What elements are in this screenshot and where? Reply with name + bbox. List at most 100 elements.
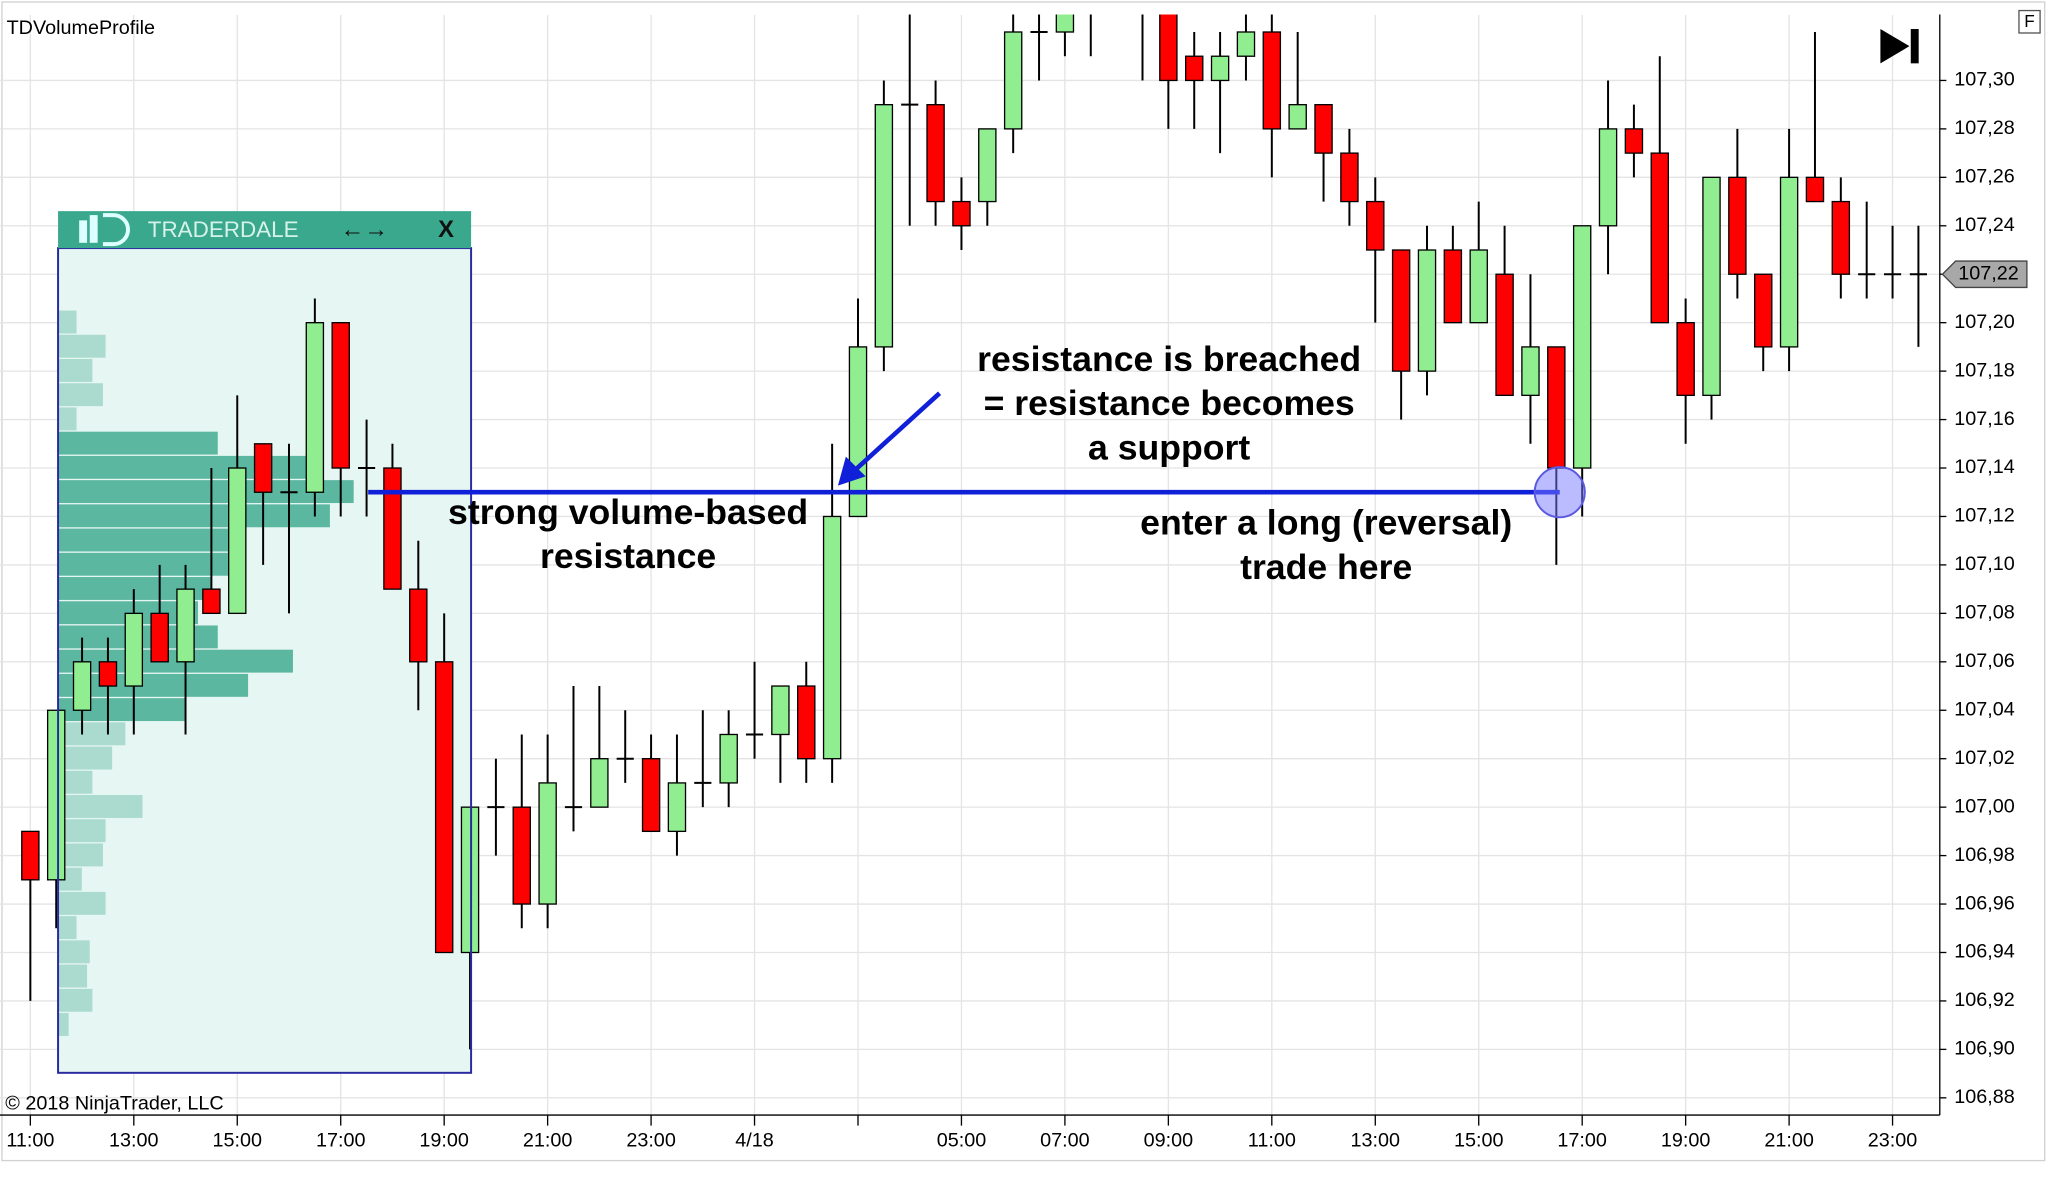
candle-body [1547, 346, 1566, 469]
candle-body [926, 104, 945, 203]
candle-body [383, 467, 402, 590]
y-tick-label: 106,98 [1954, 844, 2015, 866]
candle-body [978, 128, 997, 203]
arrow-head [837, 456, 866, 486]
y-tick-label: 107,08 [1954, 602, 2015, 624]
annotation: trade here [1240, 547, 1412, 587]
candle-body [21, 830, 40, 881]
candle-body [1288, 104, 1307, 130]
profile-bar [58, 649, 293, 673]
profile-bar [58, 819, 106, 843]
x-tick-label: 11:00 [6, 1130, 54, 1152]
candle-body [1443, 249, 1463, 324]
x-tick-label: 15:00 [213, 1130, 263, 1152]
y-tick-label: 107,26 [1954, 166, 2015, 188]
profile-bar [58, 480, 354, 504]
candle-body [150, 612, 169, 663]
candle-body [1184, 55, 1204, 82]
x-tick-label: 23:00 [1868, 1130, 1918, 1152]
corner-box[interactable] [2018, 9, 2041, 34]
panel-title: TRADERDALE [148, 217, 299, 242]
candle-body [72, 661, 92, 711]
profile-bar [58, 455, 324, 479]
candle-body [1469, 249, 1488, 324]
candle-body [512, 806, 532, 905]
candle-body [1495, 273, 1514, 397]
profile-bar [58, 407, 77, 431]
candle-body [1676, 322, 1695, 397]
y-tick-label: 106,90 [1954, 1038, 2015, 1060]
y-tick-label: 107,00 [1954, 795, 2015, 817]
logo [79, 213, 130, 247]
candle-body [1391, 249, 1411, 372]
jump-to-end[interactable] [1880, 29, 1919, 64]
y-tick-label: 107,04 [1954, 698, 2015, 720]
x-tick-label: 17:00 [1557, 1130, 1607, 1152]
entry-circle [1533, 466, 1586, 519]
panel-arrows[interactable]: ←→ [340, 216, 388, 243]
profile-bar [58, 964, 88, 988]
candle-body [331, 322, 350, 469]
candle-body [1805, 176, 1825, 203]
candle-body [719, 733, 738, 784]
x-tick-label: 07:00 [1040, 1130, 1090, 1152]
profile-bar [58, 722, 126, 746]
y-tick-label: 107,18 [1954, 359, 2015, 381]
last-price-label: 107,22 [1958, 262, 2019, 284]
candle-body [1003, 31, 1023, 130]
candle-body [1572, 225, 1592, 469]
x-tick-label: 19:00 [419, 1130, 469, 1152]
annotation: strong volume-based [448, 492, 808, 532]
candles [21, 14, 1927, 1050]
candle-body [1236, 31, 1256, 57]
candle-body [1598, 128, 1618, 227]
candle-body [1340, 152, 1359, 203]
x-tick-label: 23:00 [626, 1130, 676, 1152]
y-tick-label: 106,96 [1954, 892, 2015, 914]
x-tick-label: 11:00 [1248, 1130, 1296, 1152]
profile-bar [58, 310, 77, 334]
y-tick-label: 106,92 [1954, 989, 2015, 1011]
candle-body [460, 806, 480, 954]
candle-body [98, 661, 118, 687]
candle-body [1779, 176, 1799, 348]
corner-label[interactable]: F [2024, 11, 2034, 31]
candle-body [434, 661, 454, 954]
x-tick-label: 17:00 [316, 1130, 366, 1152]
candle-body [409, 588, 428, 663]
y-tick-label: 107,30 [1954, 69, 2015, 91]
profile-bar [58, 843, 103, 867]
candle-body [1650, 152, 1670, 324]
profile-bar [58, 504, 330, 528]
y-tick-label: 107,14 [1954, 456, 2015, 478]
arrow-line [850, 391, 942, 475]
x-tick-label: 05:00 [937, 1130, 987, 1152]
y-tick-label: 107,06 [1954, 650, 2015, 672]
y-tick-label: 106,94 [1954, 941, 2015, 963]
y-tick-label: 107,24 [1954, 214, 2015, 236]
x-tick-label: 21:00 [1764, 1130, 1814, 1152]
candle-body [253, 443, 273, 493]
candle-body [1314, 104, 1333, 154]
annotation: resistance [540, 536, 716, 576]
y-tick-label: 107,10 [1954, 553, 2015, 575]
profile-bar [58, 770, 93, 794]
annotation: = resistance becomes [984, 383, 1355, 423]
candle-body [1753, 273, 1773, 348]
candle-body [1055, 14, 1075, 33]
profile-bar [58, 891, 106, 915]
annotation: resistance is breached [977, 339, 1361, 379]
candle-body [176, 588, 195, 663]
candle-body [1262, 31, 1282, 130]
candle-body [590, 758, 609, 808]
panel-close[interactable]: X [438, 216, 454, 243]
profile-bar [58, 528, 245, 552]
candle-body [667, 782, 687, 833]
profile-bar [58, 552, 231, 576]
profile-bar [58, 1013, 69, 1036]
profile-bar [58, 795, 143, 818]
candle-body [1159, 14, 1178, 82]
x-tick-label: 19:00 [1661, 1130, 1711, 1152]
profile-bar [58, 334, 106, 358]
